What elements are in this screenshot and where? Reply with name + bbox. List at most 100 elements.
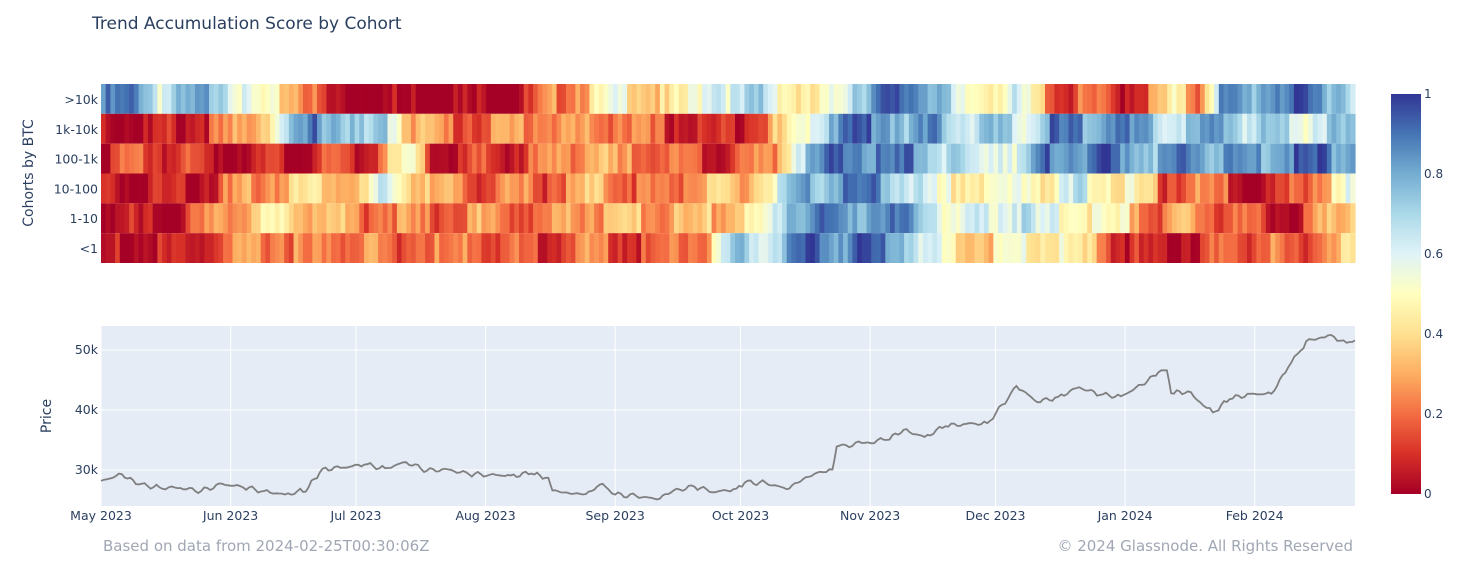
heatmap-cell [998,84,1004,114]
heatmap-cell [1265,203,1272,234]
heatmap-cell [105,143,111,174]
heatmap-cell [1204,113,1211,144]
heatmap-cell [528,113,534,144]
heatmap-cell [673,84,680,114]
heatmap-cell [171,143,177,174]
heatmap-cell [157,233,163,263]
heatmap-cell [669,173,675,204]
heatmap-cell [1289,203,1295,234]
heatmap-cell [476,113,483,144]
heatmap-cell [514,173,520,204]
heatmap-cell [913,203,919,234]
heatmap-cell [1331,84,1337,114]
heatmap-cell [1181,113,1187,144]
heatmap-cell [321,233,328,263]
heatmap-cell [115,173,121,204]
heatmap-cell [622,233,628,263]
heatmap-cell [777,173,783,204]
heatmap-cell [410,113,417,144]
heatmap-cell [209,84,215,114]
heatmap-cell [302,143,309,174]
heatmap-cell [1284,173,1290,204]
heatmap-cell [838,173,844,204]
heatmap-cell [504,203,511,234]
heatmap-cell [504,233,511,263]
heatmap-cell [401,173,407,204]
heatmap-cell [486,113,492,144]
heatmap-cell [875,173,882,204]
heatmap-cell [983,173,990,204]
heatmap-cell [410,84,417,114]
heatmap-cell [1195,203,1201,234]
heatmap-cell [199,143,205,174]
heatmap-cell [782,173,788,204]
heatmap-cell [1204,84,1211,114]
heatmap-cell [293,233,299,263]
heatmap-cell [697,233,703,263]
heatmap-cell [1054,143,1060,174]
heatmap-cell [608,143,614,174]
heatmap-cell [1223,84,1229,114]
heatmap-cell [1021,203,1027,234]
heatmap-cell [805,233,811,263]
heatmap-cell [927,173,933,204]
heatmap-cell [1232,143,1239,174]
heatmap-cell [739,233,746,263]
heatmap-cell [730,233,736,263]
heatmap-cell [561,233,567,263]
heatmap-cell [279,84,285,114]
heatmap-cell [603,84,609,114]
heatmap-cell [495,143,501,174]
heatmap-cell [345,113,351,144]
heatmap-cell [875,84,882,114]
heatmap-cell [551,84,558,114]
heatmap-cell [833,84,839,114]
heatmap-cell [434,143,440,174]
heatmap-cell [796,113,802,144]
heatmap-cell [326,233,332,263]
heatmap-cell [547,113,553,144]
heatmap-cell [570,143,576,174]
heatmap-cell [410,143,417,174]
heatmap-cell [791,173,797,204]
heatmap-cell [800,173,807,204]
heatmap-cell [279,173,285,204]
heatmap-cell [387,113,393,144]
heatmap-cell [692,233,699,263]
heatmap-cell [551,203,558,234]
heatmap-cell [1091,233,1098,263]
heatmap-cell [1256,84,1262,114]
heatmap-cell [223,113,229,144]
heatmap-cell [1209,233,1215,263]
heatmap-cell [899,203,905,234]
heatmap-cell [514,143,520,174]
heatmap-cell [1143,113,1149,144]
heatmap-cell [1007,143,1013,174]
heatmap-cell [1209,84,1215,114]
heatmap-cell [359,143,365,174]
heatmap-cell [321,173,328,204]
heatmap-cell [636,84,642,114]
heatmap-cell [814,84,821,114]
heatmap-cell [457,143,464,174]
heatmap-cell [472,203,478,234]
heatmap-cell [622,113,628,144]
heatmap-cell [547,173,553,204]
heatmap-cell [777,233,783,263]
heatmap-cell [1087,84,1093,114]
heatmap-cell [1129,203,1135,234]
heatmap-cell [101,203,107,234]
heatmap-cell [772,143,778,174]
heatmap-cell [1185,233,1192,263]
heatmap-cell [810,233,816,263]
heatmap-cell [937,113,943,144]
heatmap-cell [786,233,793,263]
heatmap-cell [913,173,919,204]
heatmap-cell [871,84,877,114]
heatmap-cell [1312,203,1319,234]
heatmap-cell [185,233,191,263]
heatmap-cell [180,233,187,263]
heatmap-cell [1030,84,1037,114]
heatmap-cell [486,203,492,234]
heatmap-cell [255,173,262,204]
